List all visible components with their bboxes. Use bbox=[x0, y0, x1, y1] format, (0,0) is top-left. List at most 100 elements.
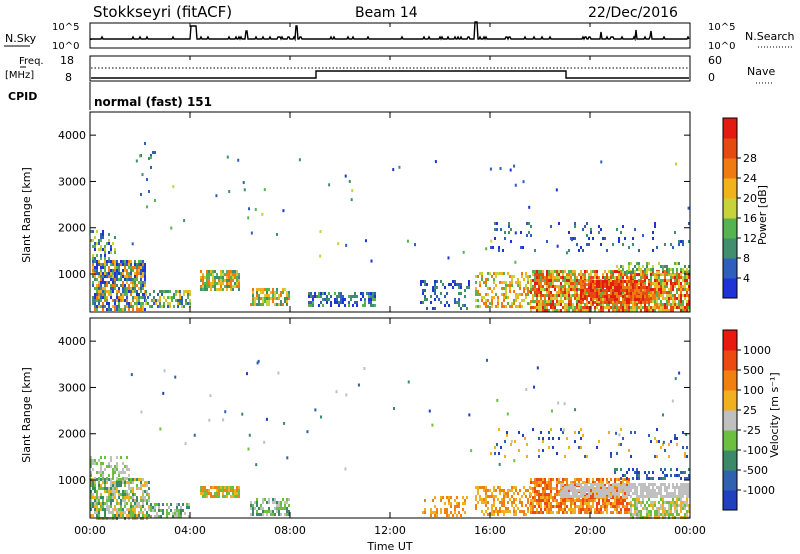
velocity-cell bbox=[116, 484, 118, 487]
power-cell bbox=[614, 292, 616, 295]
velocity-cell bbox=[434, 505, 436, 508]
velocity-cell bbox=[92, 496, 94, 499]
velocity-cell bbox=[566, 437, 568, 440]
power-cell bbox=[481, 299, 483, 302]
velocity-cell bbox=[628, 489, 630, 492]
power-cell bbox=[664, 303, 666, 306]
power-cell bbox=[612, 295, 614, 298]
velocity-cell bbox=[588, 492, 590, 495]
power-cell bbox=[604, 301, 606, 304]
velocity-cell bbox=[241, 412, 244, 416]
power-cell bbox=[236, 279, 238, 282]
velocity-cell bbox=[602, 495, 604, 498]
velocity-cell bbox=[138, 502, 140, 505]
velocity-cell bbox=[664, 495, 666, 498]
power-cell bbox=[517, 296, 519, 299]
velocity-cell bbox=[274, 498, 276, 501]
power-cell bbox=[686, 306, 688, 309]
power-cell bbox=[479, 284, 481, 287]
velocity-cell bbox=[604, 508, 606, 511]
power-cell bbox=[495, 284, 497, 287]
power-cell bbox=[100, 245, 102, 248]
power-cell bbox=[146, 205, 149, 209]
velocity-cell bbox=[574, 499, 576, 502]
velocity-cell bbox=[256, 501, 258, 504]
power-cell bbox=[562, 300, 564, 303]
velocity-cell bbox=[544, 505, 546, 508]
velocity-cell bbox=[172, 515, 174, 518]
power-cell bbox=[94, 269, 96, 272]
power-cell bbox=[92, 263, 94, 266]
power-cell bbox=[344, 174, 347, 178]
velocity-cell bbox=[688, 483, 690, 486]
velocity-cell bbox=[118, 508, 120, 511]
xtick-label: 16:00 bbox=[474, 524, 506, 537]
power-cell bbox=[208, 270, 210, 273]
power-cell bbox=[658, 285, 660, 288]
velocity-cell bbox=[566, 481, 568, 484]
velocity-cell bbox=[118, 484, 120, 487]
power-cell bbox=[509, 284, 511, 287]
velocity-cell bbox=[542, 493, 544, 496]
power-cell bbox=[370, 259, 373, 263]
power-cell bbox=[598, 309, 600, 312]
velocity-cell bbox=[648, 492, 650, 495]
power-cell bbox=[686, 282, 688, 285]
power-cell bbox=[660, 309, 662, 312]
power-cell bbox=[268, 294, 270, 297]
velocity-cell bbox=[610, 505, 612, 508]
power-cell bbox=[151, 305, 153, 308]
velocity-cell bbox=[236, 495, 238, 498]
velocity-cell bbox=[510, 439, 513, 443]
velocity-cell bbox=[616, 492, 618, 495]
velocity-cell bbox=[680, 501, 682, 504]
velocity-cell bbox=[558, 478, 560, 481]
power-cell bbox=[620, 303, 622, 306]
velocity-cell bbox=[462, 496, 464, 499]
power-cell bbox=[580, 270, 582, 273]
velocity-cell bbox=[648, 471, 650, 474]
power-cell bbox=[666, 303, 668, 306]
velocity-cell bbox=[676, 510, 678, 513]
power-cell bbox=[544, 297, 546, 300]
power-cell bbox=[640, 271, 642, 274]
power-cell bbox=[98, 263, 100, 266]
power-cell bbox=[618, 276, 620, 279]
velocity-cell bbox=[252, 510, 254, 513]
velocity-cell bbox=[120, 502, 122, 505]
velocity-cell bbox=[483, 486, 485, 489]
velocity-cell bbox=[108, 465, 110, 468]
power-cell bbox=[662, 265, 664, 268]
power-cell bbox=[132, 290, 134, 293]
xtick-label: 00:00 bbox=[674, 524, 706, 537]
velocity-cell bbox=[491, 510, 493, 513]
velocity-cell bbox=[674, 507, 676, 510]
power-cell bbox=[636, 262, 638, 265]
power-cell bbox=[638, 262, 640, 265]
power-cell bbox=[181, 296, 183, 299]
velocity-cell bbox=[632, 486, 634, 489]
power-cell bbox=[232, 288, 234, 291]
power-cell bbox=[682, 306, 684, 309]
velocity-cell bbox=[602, 486, 604, 489]
power-cell bbox=[682, 303, 684, 306]
power-cell bbox=[632, 286, 634, 289]
power-cell bbox=[532, 279, 534, 282]
power-cell bbox=[678, 243, 680, 246]
power-cell bbox=[112, 260, 114, 263]
power-cell bbox=[102, 290, 104, 293]
velocity-cell bbox=[602, 489, 604, 492]
velocity-cell bbox=[112, 477, 114, 480]
velocity-cell bbox=[564, 492, 566, 495]
power-cell bbox=[684, 279, 686, 282]
power-cell bbox=[110, 245, 112, 248]
velocity-cell bbox=[142, 490, 144, 493]
power-cell bbox=[574, 306, 576, 309]
power-cell bbox=[256, 288, 258, 291]
power-cell bbox=[479, 293, 481, 296]
power-cell bbox=[546, 282, 548, 285]
power-cell bbox=[128, 272, 130, 275]
velocity-cell bbox=[576, 478, 578, 481]
power-cell bbox=[678, 303, 680, 306]
velocity-cell bbox=[542, 496, 544, 499]
